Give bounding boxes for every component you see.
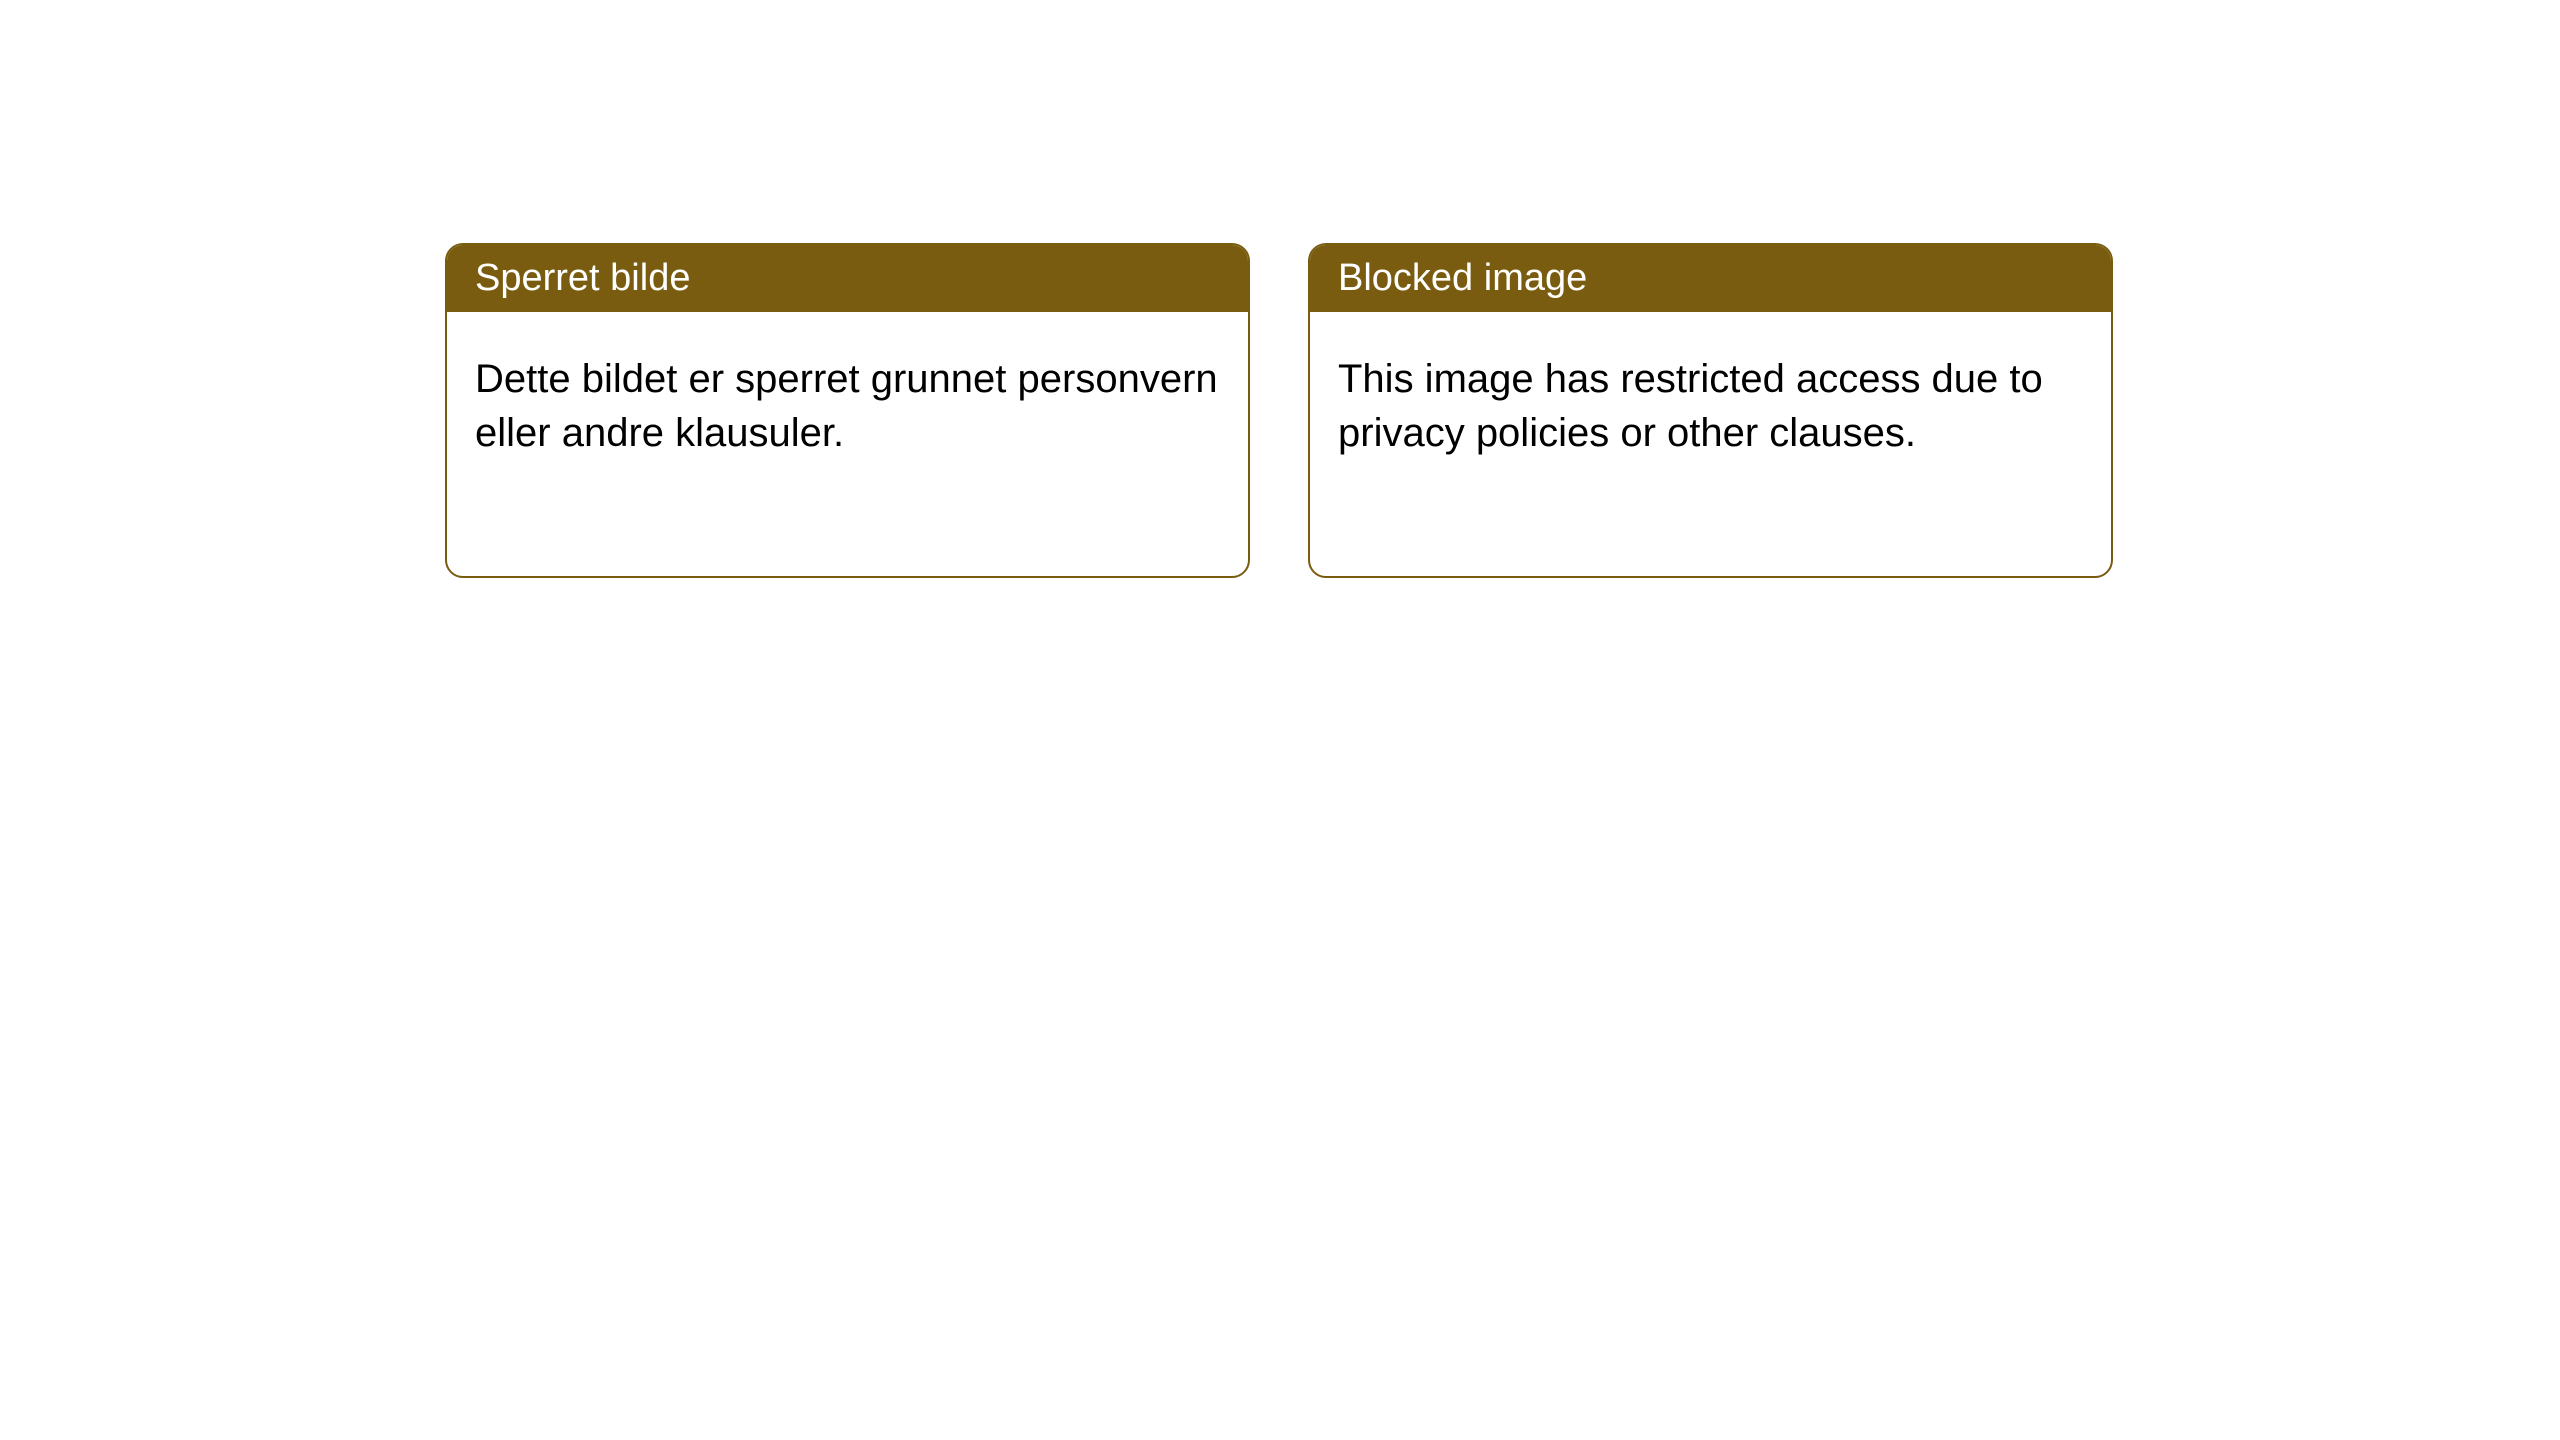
card-body-text: This image has restricted access due to … [1338, 357, 2043, 455]
notice-container: Sperret bilde Dette bildet er sperret gr… [445, 243, 2113, 578]
card-body: Dette bildet er sperret grunnet personve… [447, 312, 1248, 500]
card-header: Sperret bilde [447, 245, 1248, 312]
blocked-image-card-norwegian: Sperret bilde Dette bildet er sperret gr… [445, 243, 1250, 578]
card-title: Sperret bilde [475, 257, 690, 299]
card-body: This image has restricted access due to … [1310, 312, 2111, 500]
card-title: Blocked image [1338, 257, 1587, 299]
card-body-text: Dette bildet er sperret grunnet personve… [475, 357, 1218, 455]
card-header: Blocked image [1310, 245, 2111, 312]
blocked-image-card-english: Blocked image This image has restricted … [1308, 243, 2113, 578]
